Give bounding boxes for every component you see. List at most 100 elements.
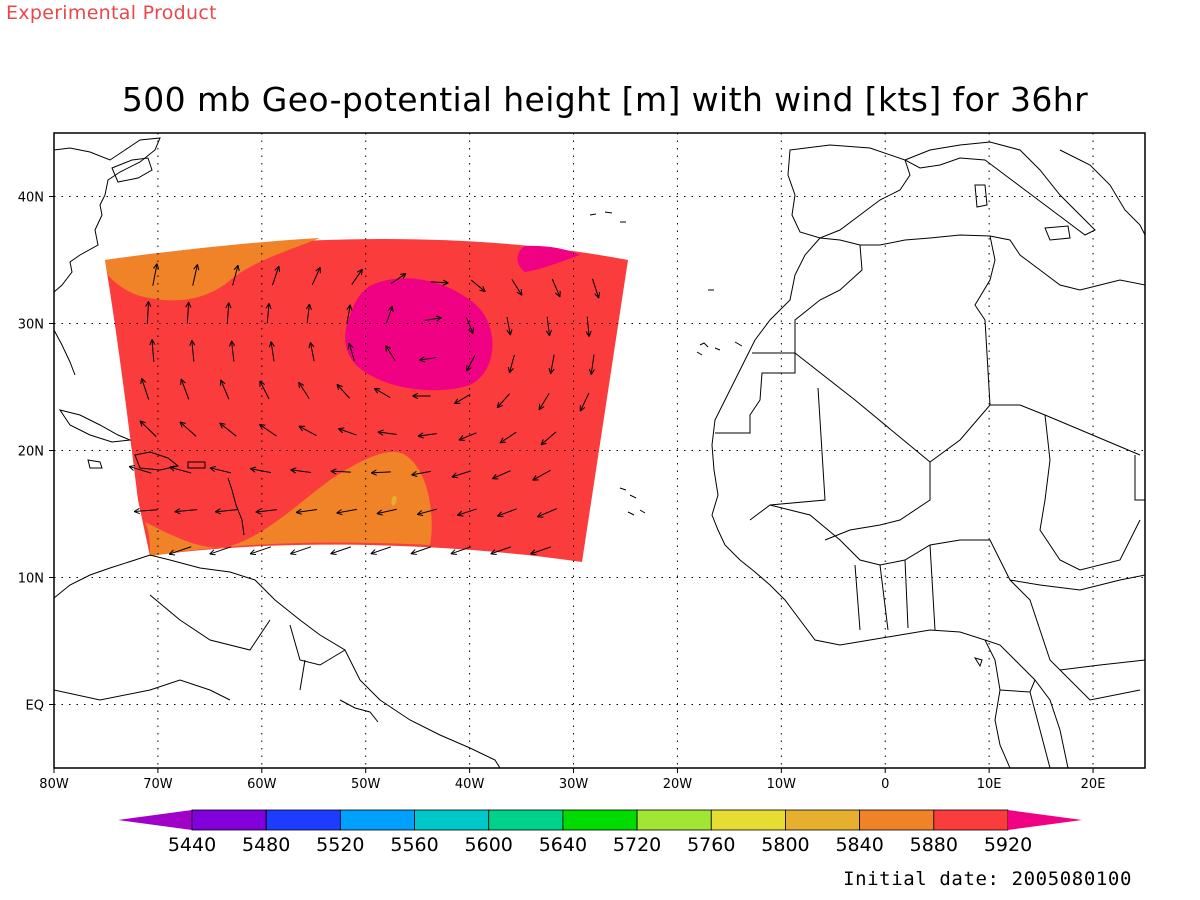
coastline-france-italy [903,141,1096,236]
border-gulf-states [854,544,936,631]
lon-label: 60W [247,777,277,792]
coastline-puerto-rico [187,461,206,469]
lon-label: 50W [351,777,381,792]
wind-arrow [265,303,272,324]
wind-arrow [454,394,471,405]
wind-arrow [258,423,277,437]
border-venezuela [149,594,271,651]
wind-arrow [209,466,232,474]
lon-label: 30W [559,777,589,792]
colorbar: 5440 5480 5520 5560 5600 5640 5720 5760 5800 5840… [118,809,1082,856]
coastline-cuba [58,409,132,443]
coastline-jamaica [87,459,103,469]
wind-arrow [308,342,315,362]
lat-label: EQ [26,699,44,714]
coastline-florida [54,329,76,376]
wind-arrow [347,342,355,362]
lat-lon-grid [54,133,1145,768]
lon-label: 20E [1081,777,1106,792]
experimental-product-label: Experimental Product [6,2,217,24]
border-guianas [289,624,346,691]
border-mali-niger [824,462,931,541]
wind-arrow [249,546,272,556]
wind-arrow [548,354,555,375]
wind-arrow [255,508,278,515]
border-congo [999,679,1051,768]
coastline-canary-islands [696,341,743,356]
coastline-cape-verde [619,487,646,516]
wind-arrow [499,431,517,444]
wind-arrow [412,392,431,400]
wind-arrow [140,377,150,400]
colorbar-label: 5480 [242,834,290,856]
wind-arrow [538,392,550,411]
wind-arrow [346,304,353,324]
wind-arrow [298,425,317,437]
wind-arrow [390,272,407,285]
colorbar-label: 5600 [465,834,513,856]
wind-arrow [268,341,275,362]
wind-arrow [551,278,561,298]
wind-vectors [128,263,601,556]
wind-arrow [430,279,449,286]
wind-arrow [311,266,321,286]
field-region-5880-5920 [105,239,628,562]
field-region-5800-5840 [391,495,397,506]
coastline-africa-north [819,234,1145,291]
colorbar-swatch [636,809,712,831]
colorbar-label: 5640 [539,834,587,856]
colorbar-label: 5720 [613,834,661,856]
coastline-iberia [787,144,911,239]
border-central-africa [1039,574,1145,701]
wind-arrow [511,279,523,296]
lon-label: 0 [881,777,889,792]
border-tunisia-libya [974,235,996,406]
lat-label: 20N [18,445,44,460]
wind-arrow [336,508,357,516]
border-algeria-mali [794,352,1141,463]
colorbar-swatch [859,809,935,831]
wind-arrow [457,508,477,517]
wind-arrow [370,469,391,476]
field-region-5840-5880-south [145,451,432,556]
wind-arrow [373,387,391,398]
wind-arrow [530,546,552,556]
wind-arrow [259,380,270,400]
colorbar-label: 5880 [910,834,958,856]
colorbar-swatch [265,809,341,831]
wind-arrow [168,546,192,556]
field-region-5840-5880-north [105,238,320,301]
wind-arrow [592,278,601,299]
field-region-above-5920-ne [517,245,580,272]
coastline-africa-west [711,237,1011,768]
wind-arrow [290,546,312,556]
lon-label: 10E [977,777,1002,792]
wind-arrow [585,316,592,337]
colorbar-swatch [488,809,564,831]
border-nigeria-cameroon [1009,579,1145,671]
wind-arrow [545,316,552,337]
colorbar-label: 5520 [316,834,364,856]
wind-arrow [536,508,557,518]
wind-arrow [219,422,237,437]
border-brazil-north [54,679,231,701]
wind-arrow [385,345,396,361]
wind-arrow [232,264,240,286]
wind-arrow [192,264,200,286]
wind-arrow [290,467,311,474]
coastline-azores [589,211,626,223]
colorbar-swatch [414,809,490,831]
colorbar-label: 5840 [835,834,883,856]
wind-arrow [169,465,192,474]
wind-arrow [497,508,517,518]
colorbar-swatch [710,809,786,831]
wind-arrow [133,508,158,515]
colorbar-swatch [339,809,415,831]
wind-arrow [419,356,437,363]
coastline-north-america [54,137,161,293]
wind-arrow [336,383,351,399]
coastline-lesser-antilles [227,477,245,536]
wind-arrow [579,392,590,412]
wind-arrow [229,340,236,362]
colorbar-swatch [933,809,1009,831]
